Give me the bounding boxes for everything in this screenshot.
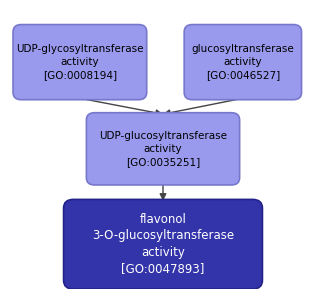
Text: flavonol
3-O-glucosyltransferase
activity
[GO:0047893]: flavonol 3-O-glucosyltransferase activit…: [92, 213, 234, 275]
Text: glucosyltransferase
activity
[GO:0046527]: glucosyltransferase activity [GO:0046527…: [191, 44, 294, 80]
FancyBboxPatch shape: [86, 113, 240, 185]
FancyBboxPatch shape: [184, 25, 302, 100]
Text: UDP-glucosyltransferase
activity
[GO:0035251]: UDP-glucosyltransferase activity [GO:003…: [99, 131, 227, 167]
FancyBboxPatch shape: [13, 25, 147, 100]
Text: UDP-glycosyltransferase
activity
[GO:0008194]: UDP-glycosyltransferase activity [GO:000…: [16, 44, 144, 80]
FancyBboxPatch shape: [64, 199, 262, 289]
